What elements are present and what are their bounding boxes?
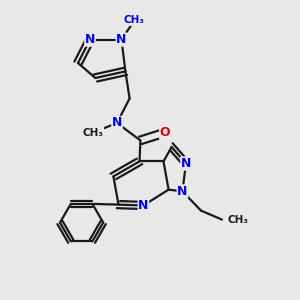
Text: CH₃: CH₃ <box>124 15 145 26</box>
Text: N: N <box>181 157 191 170</box>
Text: N: N <box>112 116 122 130</box>
Text: CH₃: CH₃ <box>228 214 249 225</box>
Text: N: N <box>138 199 148 212</box>
Text: N: N <box>116 33 127 46</box>
Text: N: N <box>85 33 95 46</box>
Text: N: N <box>177 185 188 198</box>
Text: CH₃: CH₃ <box>82 128 103 138</box>
Text: O: O <box>160 126 170 139</box>
